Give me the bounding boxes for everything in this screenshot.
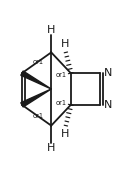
Text: H: H <box>61 39 69 49</box>
Polygon shape <box>21 89 51 107</box>
Text: N: N <box>104 68 112 78</box>
Text: or1: or1 <box>33 59 44 65</box>
Polygon shape <box>21 71 51 89</box>
Text: H: H <box>47 25 55 35</box>
Text: or1: or1 <box>33 113 44 119</box>
Text: H: H <box>47 143 55 153</box>
Text: N: N <box>104 100 112 110</box>
Text: or1: or1 <box>56 100 67 106</box>
Text: or1: or1 <box>56 72 67 78</box>
Text: H: H <box>61 129 69 139</box>
